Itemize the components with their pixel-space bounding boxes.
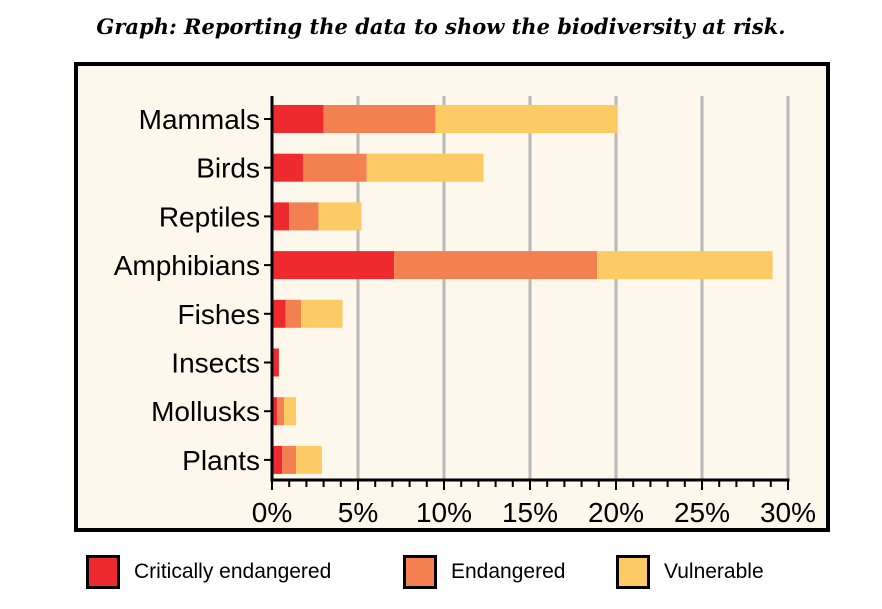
bar-plants-vulnerable <box>296 445 322 474</box>
chart-title: Graph: Reporting the data to show the bi… <box>96 14 786 39</box>
category-label-insects: Insects <box>171 348 260 379</box>
x-tick-label-5: 25% <box>674 497 730 528</box>
bar-amphibians-critically-endangered <box>272 251 395 280</box>
bar-reptiles-critically-endangered <box>272 202 290 231</box>
x-tick-label-2: 10% <box>416 497 472 528</box>
bar-fishes-critically-endangered <box>272 299 286 328</box>
chart-frame <box>74 62 830 532</box>
legend-label-endangered: Endangered <box>451 560 566 583</box>
bar-amphibians-vulnerable <box>597 251 773 280</box>
bar-mammals-vulnerable <box>435 105 618 133</box>
legend-label-vulnerable: Vulnerable <box>664 560 764 583</box>
legend-swatch-critically-endangered <box>86 555 120 589</box>
bar-mollusks-vulnerable <box>284 397 297 426</box>
category-label-plants: Plants <box>182 445 260 476</box>
x-tick-label-6: 30% <box>760 497 816 528</box>
bar-mammals-endangered <box>323 105 436 133</box>
category-label-fishes: Fishes <box>178 299 260 330</box>
category-label-birds: Birds <box>196 153 260 184</box>
bar-mammals-critically-endangered <box>272 105 324 133</box>
category-label-reptiles: Reptiles <box>159 201 260 232</box>
legend-swatch-endangered <box>403 555 437 589</box>
bar-birds-vulnerable <box>366 153 484 182</box>
bar-birds-endangered <box>302 153 367 182</box>
category-label-mollusks: Mollusks <box>151 396 260 427</box>
x-tick-label-0: 0% <box>252 497 292 528</box>
x-tick-label-3: 15% <box>502 497 558 528</box>
bar-fishes-endangered <box>285 299 302 328</box>
bar-mollusks-endangered <box>277 397 285 426</box>
bar-reptiles-endangered <box>289 202 319 231</box>
legend-label-critically-endangered: Critically endangered <box>134 560 332 583</box>
legend-item-endangered: Endangered <box>403 552 565 592</box>
x-tick-label-4: 20% <box>588 497 644 528</box>
bar-plants-critically-endangered <box>272 445 283 474</box>
legend-swatch-vulnerable <box>616 555 650 589</box>
category-label-amphibians: Amphibians <box>114 250 260 281</box>
bar-fishes-vulnerable <box>301 299 343 328</box>
bar-reptiles-vulnerable <box>318 202 362 231</box>
bar-birds-critically-endangered <box>272 153 303 182</box>
legend-item-critically-endangered: Critically endangered <box>86 552 331 592</box>
bar-plants-endangered <box>282 445 297 474</box>
x-tick-label-1: 5% <box>338 497 378 528</box>
category-label-mammals: Mammals <box>139 104 260 135</box>
bar-insects-critically-endangered <box>272 348 279 377</box>
legend-item-vulnerable: Vulnerable <box>616 552 764 592</box>
bar-mollusks-critically-endangered <box>272 397 278 426</box>
bar-amphibians-endangered <box>394 251 598 280</box>
